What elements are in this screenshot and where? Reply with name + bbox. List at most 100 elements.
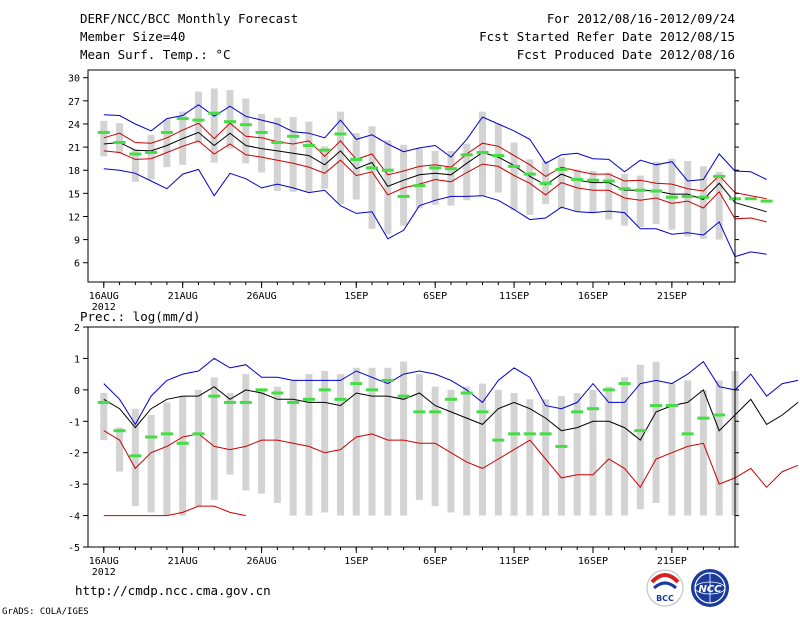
temperature-panel: 6 9 12 15 18 21 24 27 30 16AUG 21AUG 26AUG 1SEP 6SEP 1… <box>68 69 773 313</box>
temperature-xtick-label: 16SEP <box>578 291 608 302</box>
precipitation-range-bar <box>100 393 108 441</box>
precipitation-climatology-mark <box>602 388 615 392</box>
precipitation-climatology-mark <box>397 394 410 398</box>
precipitation-range-bar <box>684 380 692 516</box>
precipitation-climatology-mark <box>192 432 205 436</box>
precipitation-ytick-label: -5 <box>68 543 80 554</box>
temperature-axis: 6 9 12 15 18 21 24 27 30 16AUG 21AUG 26AUG 1SEP 6SEP 1… <box>68 74 739 313</box>
precipitation-range-bar <box>431 386 439 507</box>
precipitation-xtick-label: 16AUG <box>89 556 119 567</box>
temperature-range-bar <box>368 126 376 229</box>
temperature-climatology-mark <box>665 195 678 199</box>
precipitation-climatology-mark <box>239 400 252 404</box>
temperature-climatology-mark <box>508 164 521 168</box>
temperature-ytick-label: 24 <box>68 120 80 131</box>
bcc-logo: BCC <box>646 569 684 607</box>
precipitation-range-bar <box>289 380 297 516</box>
precipitation-xtick-label: 11SEP <box>499 556 529 567</box>
temperature-climatology-mark <box>476 150 489 154</box>
temperature-spread-upper-line <box>103 122 767 200</box>
precipitation-climatology-mark <box>618 382 631 386</box>
precipitation-range-bar <box>526 399 534 516</box>
temperature-climatology-mark <box>413 184 426 188</box>
precipitation-climatology-marks <box>97 378 726 458</box>
precipitation-climatology-mark <box>476 410 489 414</box>
precipitation-range-bar <box>557 396 565 516</box>
precipitation-range-bar <box>242 374 250 491</box>
precipitation-panel-frame <box>87 326 736 548</box>
precipitation-climatology-mark <box>318 388 331 392</box>
temperature-climatology-mark <box>760 199 773 203</box>
precipitation-climatology-mark <box>334 397 347 401</box>
temperature-range-bar <box>258 113 266 173</box>
precipitation-range-bar <box>384 367 392 516</box>
precipitation-ensemble-mean-line <box>103 386 799 441</box>
temperature-variable-label: Mean Surf. Temp.: °C <box>80 47 231 62</box>
precipitation-climatology-mark <box>492 438 505 442</box>
temperature-climatology-mark <box>555 167 568 171</box>
temperature-range-bar <box>415 148 423 208</box>
temperature-range-bars <box>100 88 723 240</box>
temperature-range-bar <box>336 111 344 205</box>
precipitation-climatology-mark <box>681 432 694 436</box>
precipitation-range-bar <box>336 374 344 516</box>
member-size-label: Member Size=40 <box>80 29 185 44</box>
precipitation-climatology-mark <box>508 432 521 436</box>
ncc-logo-text: NCC <box>698 584 722 595</box>
temperature-climatology-mark <box>350 157 363 161</box>
precipitation-ytick-label: 1 <box>74 354 80 365</box>
precipitation-climatology-mark <box>350 382 363 386</box>
temperature-climatology-mark <box>302 144 315 148</box>
precipitation-range-bar <box>573 393 581 516</box>
precipitation-climatology-mark <box>302 397 315 401</box>
temperature-climatology-mark <box>571 177 584 181</box>
temperature-xtick-label: 16AUG <box>89 291 119 302</box>
temperature-climatology-mark <box>287 134 300 138</box>
precipitation-climatology-mark <box>444 397 457 401</box>
temperature-range-bar <box>163 119 171 168</box>
temperature-climatology-mark <box>397 194 410 198</box>
temperature-climatology-mark <box>239 123 252 127</box>
precipitation-climatology-mark <box>287 400 300 404</box>
precipitation-xtick-label: 16SEP <box>578 556 608 567</box>
precipitation-climatology-mark <box>539 432 552 436</box>
precipitation-ytick-label: -1 <box>68 417 80 428</box>
temperature-range-bar <box>715 171 723 240</box>
temperature-range-bar <box>447 150 455 206</box>
precipitation-range-bar <box>621 377 629 516</box>
precipitation-range-bar <box>179 396 187 516</box>
temperature-climatology-marks <box>97 111 773 203</box>
temperature-range-bar <box>226 90 234 149</box>
temperature-climatology-mark <box>492 154 505 158</box>
precipitation-range-bar <box>147 415 155 513</box>
temperature-ytick-label: 15 <box>68 189 80 200</box>
precipitation-xtick-label: 26AUG <box>247 556 277 567</box>
precipitation-axis: -5 -4 -3 -2 -1 0 1 2 16AUG 21AUG 26AUG 1SEP 6SEP 11SE… <box>68 323 739 578</box>
precipitation-range-bar <box>321 371 329 513</box>
temperature-climatology-mark <box>145 150 158 154</box>
temperature-xtick-label: 26AUG <box>247 291 277 302</box>
precipitation-xtick-label: 21SEP <box>657 556 687 567</box>
temperature-ensemble-min-line <box>103 168 767 258</box>
temperature-climatology-mark <box>586 178 599 182</box>
temperature-climatology-mark <box>271 140 284 144</box>
temperature-climatology-mark <box>366 166 379 170</box>
temperature-climatology-mark <box>381 168 394 172</box>
temperature-range-bar <box>400 144 408 226</box>
temperature-climatology-mark <box>460 153 473 157</box>
temperature-ytick-label: 27 <box>68 97 80 108</box>
temperature-ytick-label: 6 <box>74 259 80 270</box>
precipitation-climatology-mark <box>271 391 284 395</box>
temperature-range-bar <box>147 134 155 180</box>
temperature-xtick-label: 6SEP <box>423 291 447 302</box>
precipitation-range-bar <box>479 383 487 516</box>
temperature-range-bar <box>431 150 439 205</box>
temperature-climatology-mark <box>634 188 647 192</box>
precipitation-range-bar <box>652 361 660 503</box>
precipitation-climatology-mark <box>413 410 426 414</box>
source-url[interactable]: http://cmdp.ncc.cma.gov.cn <box>75 583 271 598</box>
temperature-range-bar <box>242 98 250 164</box>
precipitation-range-bar <box>210 377 218 500</box>
temperature-range-bar <box>652 161 660 225</box>
